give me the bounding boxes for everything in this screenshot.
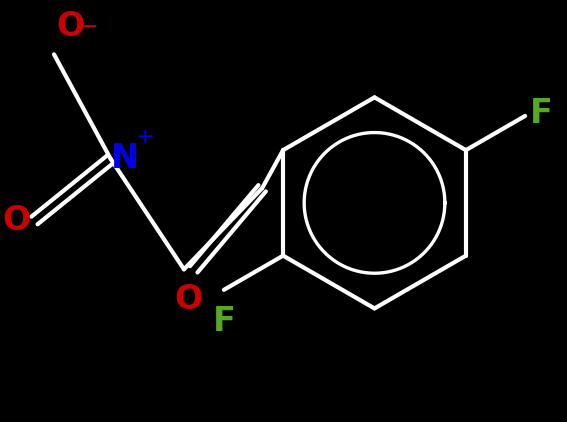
Text: O: O <box>175 283 203 316</box>
Text: O: O <box>2 204 31 237</box>
Text: +: + <box>136 127 155 147</box>
Text: N: N <box>111 142 139 176</box>
Text: F: F <box>213 306 235 338</box>
Text: F: F <box>530 97 553 130</box>
Text: −: − <box>79 17 98 37</box>
Text: O: O <box>56 10 84 43</box>
